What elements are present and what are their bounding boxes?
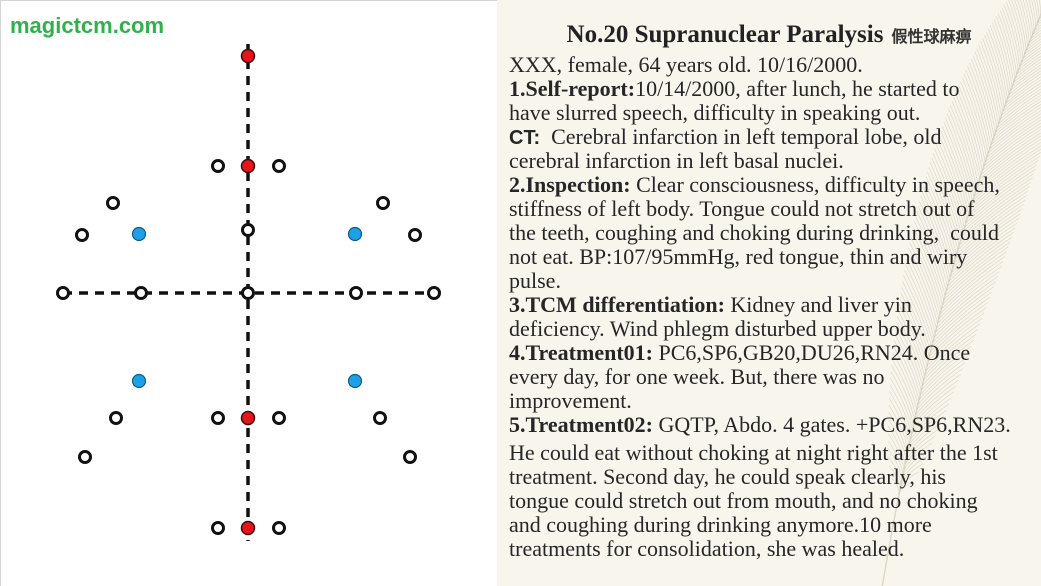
red-point xyxy=(240,158,256,174)
hollow-point xyxy=(349,286,363,300)
tcm-differentiation-text: deficiency. Wind phlegm disturbed upper … xyxy=(509,316,926,341)
hollow-point xyxy=(408,228,422,242)
treatment01-text: improvement. xyxy=(509,388,632,413)
inspection-line: 2.Inspection: Clear consciousness, diffi… xyxy=(509,173,1011,197)
acupoint-diagram xyxy=(56,44,441,541)
case-body: XXX, female, 64 years old. 10/16/2000. 1… xyxy=(509,53,1011,561)
hollow-point xyxy=(134,286,148,300)
treatment01-line: 4.Treatment01: PC6,SP6,GB20,DU26,RN24. O… xyxy=(509,341,1011,365)
case-text-panel: No.20 Supranuclear Paralysis 假性球麻痹 XXX, f… xyxy=(497,0,1041,586)
hollow-point xyxy=(241,286,255,300)
outcome-text: He could eat without choking at night ri… xyxy=(509,440,998,465)
treatment01-label: 4.Treatment01: xyxy=(509,340,653,365)
outcome-text: treatment. Second day, he could speak cl… xyxy=(509,464,946,489)
inspection-text: the teeth, coughing and choking during d… xyxy=(509,220,1000,245)
red-point xyxy=(240,410,256,426)
blue-point xyxy=(131,373,147,389)
hollow-point xyxy=(106,196,120,210)
self-report-text: 10/14/2000, after lunch, he started to xyxy=(635,76,960,101)
hollow-point xyxy=(241,223,255,237)
inspection-text: Clear consciousness, difficulty in speec… xyxy=(630,172,1000,197)
case-title: No.20 Supranuclear Paralysis 假性球麻痹 xyxy=(497,20,1041,53)
ct-label: CT: xyxy=(509,127,541,149)
blue-point xyxy=(347,226,363,242)
hollow-point xyxy=(78,450,92,464)
treatment01-text: PC6,SP6,GB20,DU26,RN24. Once xyxy=(652,340,971,365)
patient-info: XXX, female, 64 years old. 10/16/2000. xyxy=(509,52,863,77)
title-chinese: 假性球麻痹 xyxy=(891,29,972,46)
blue-point xyxy=(131,226,147,242)
hollow-point xyxy=(272,411,286,425)
inspection-text: not eat. BP:107/95mmHg, red tongue, thin… xyxy=(509,244,968,269)
red-point xyxy=(240,520,256,536)
inspection-label: 2.Inspection: xyxy=(509,172,631,197)
treatment02-line: 5.Treatment02: GQTP, Abdo. 4 gates. +PC6… xyxy=(509,413,1011,437)
outcome-text: treatments for consolidation, she was he… xyxy=(509,536,905,561)
self-report-label: 1.Self-report: xyxy=(509,76,636,101)
inspection-text: stiffness of left body. Tongue could not… xyxy=(509,196,975,221)
title-english: No.20 Supranuclear Paralysis xyxy=(566,21,884,48)
ct-text: Cerebral infarction in left temporal lob… xyxy=(540,124,942,149)
self-report-text: have slurred speech, difficulty in speak… xyxy=(509,100,921,125)
hollow-point xyxy=(211,159,225,173)
treatment01-text: every day, for one week. But, there was … xyxy=(509,364,885,389)
ct-text: cerebral infarction in left basal nuclei… xyxy=(509,148,844,173)
tcm-differentiation-line: 3.TCM differentiation: Kidney and liver … xyxy=(509,293,1011,317)
ct-line: CT: Cerebral infarction in left temporal… xyxy=(509,124,1011,150)
treatment02-label: 5.Treatment02: xyxy=(509,412,653,437)
inspection-text: pulse. xyxy=(509,268,561,293)
feather-quill xyxy=(881,12,1041,586)
hollow-point xyxy=(211,521,225,535)
hollow-point xyxy=(272,159,286,173)
hollow-point xyxy=(376,196,390,210)
hollow-point xyxy=(427,286,441,300)
feather-barbs xyxy=(887,0,1041,495)
self-report-line: 1.Self-report:10/14/2000, after lunch, h… xyxy=(509,77,1011,101)
feather-watermark xyxy=(881,0,1041,586)
tcm-differentiation-label: 3.TCM differentiation: xyxy=(509,292,725,317)
tcm-differentiation-text: Kidney and liver yin xyxy=(724,292,912,317)
site-name: magictcm.com xyxy=(10,13,165,38)
outcome-text: tongue could stretch out from mouth, and… xyxy=(509,488,978,513)
red-point xyxy=(240,48,256,64)
hollow-point xyxy=(56,286,70,300)
hollow-point xyxy=(272,521,286,535)
hollow-point xyxy=(109,411,123,425)
hollow-point xyxy=(403,450,417,464)
hollow-point xyxy=(75,228,89,242)
hollow-point xyxy=(373,411,387,425)
outcome-text: and coughing during drinking anymore.10 … xyxy=(509,512,932,537)
blue-point xyxy=(347,373,363,389)
treatment02-text: GQTP, Abdo. 4 gates. +PC6,SP6,RN23. xyxy=(652,412,1011,437)
hollow-point xyxy=(211,411,225,425)
